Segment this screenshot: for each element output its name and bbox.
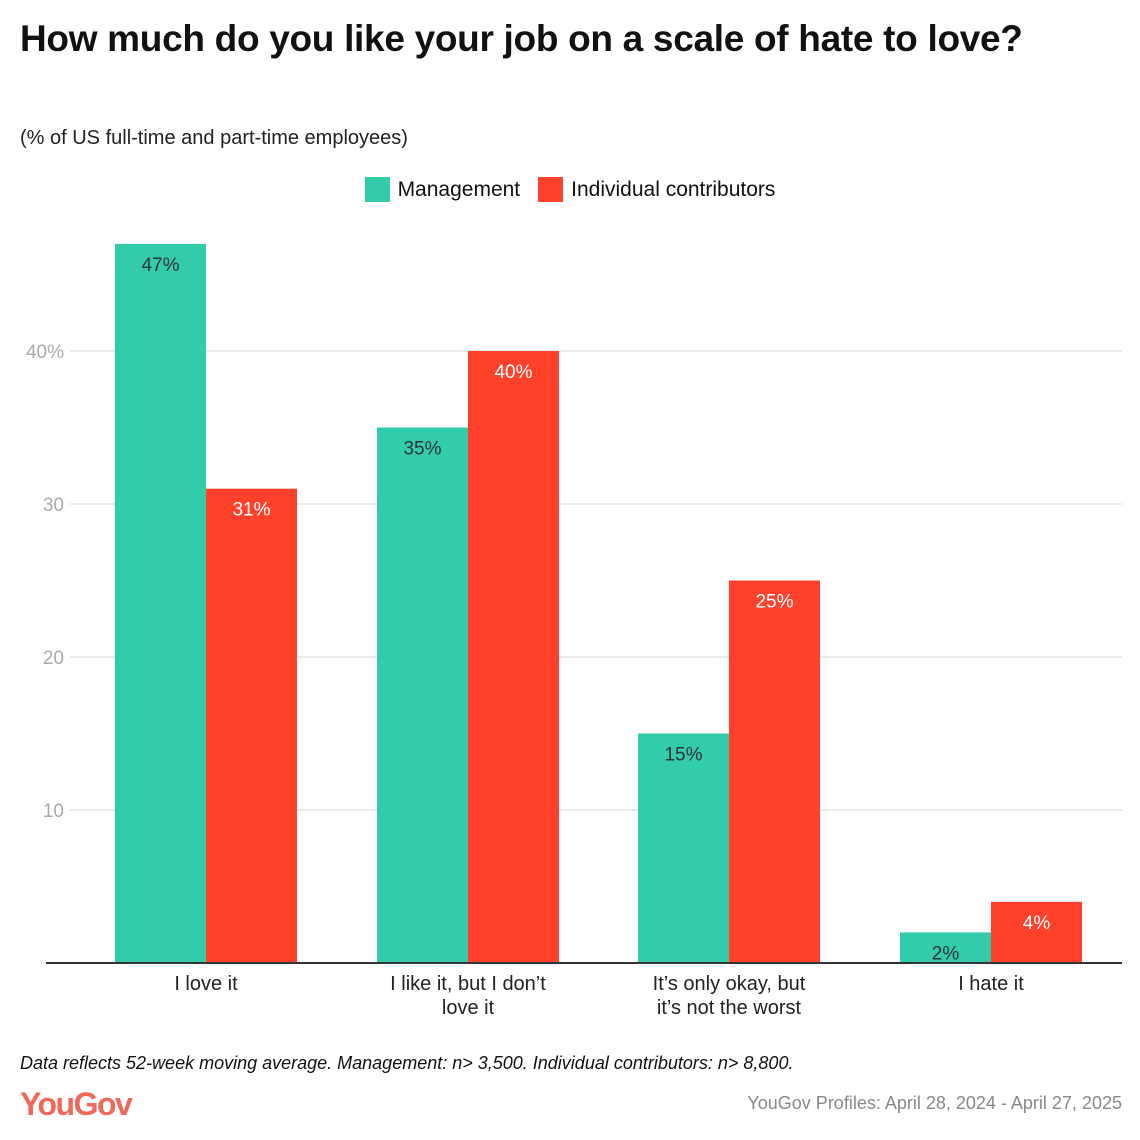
bar [377, 427, 468, 963]
footnote: Data reflects 52-week moving average. Ma… [20, 1053, 794, 1073]
data-label: 31% [232, 500, 270, 521]
bar [206, 488, 297, 963]
x-tick-label: It’s only okay, but [653, 973, 806, 995]
bar [468, 351, 559, 963]
data-label: 47% [141, 255, 179, 276]
data-label: 25% [755, 592, 793, 613]
y-tick-label: 20 [43, 648, 64, 669]
x-tick-label: I hate it [958, 973, 1024, 995]
legend-label: Individual contributors [571, 177, 776, 201]
chart-title: How much do you like your job on a scale… [20, 18, 1023, 59]
y-tick-label: 30 [43, 495, 64, 516]
y-tick-label: 10 [43, 801, 64, 822]
legend-swatch [364, 177, 390, 202]
bar [638, 733, 729, 963]
chart-subtitle: (% of US full-time and part-time employe… [20, 127, 408, 149]
bar [900, 932, 991, 963]
legend-item-management: Management [364, 177, 521, 202]
y-tick-label: 40% [26, 342, 64, 363]
legend-item-individual-contributors: Individual contributors [538, 177, 775, 202]
x-tick-label: I love it [174, 973, 238, 995]
x-tick-label: I like it, but I don’t [390, 973, 546, 995]
x-tick-label: it’s not the worst [657, 997, 802, 1019]
data-label: 40% [494, 362, 532, 383]
data-label: 15% [664, 745, 702, 766]
source: YouGov Profiles: April 28, 2024 - April … [747, 1093, 1122, 1113]
bar [115, 243, 206, 963]
legend-label: Management [397, 177, 521, 201]
data-label: 35% [403, 439, 441, 460]
yougov-logo: YouGov [20, 1086, 133, 1122]
data-label: 2% [932, 943, 960, 964]
legend-swatch [538, 177, 564, 202]
bar [729, 580, 820, 963]
legend: Management Individual contributors [0, 177, 1140, 202]
x-tick-label: love it [442, 997, 495, 1019]
data-label: 4% [1023, 913, 1051, 934]
bar [991, 901, 1082, 963]
